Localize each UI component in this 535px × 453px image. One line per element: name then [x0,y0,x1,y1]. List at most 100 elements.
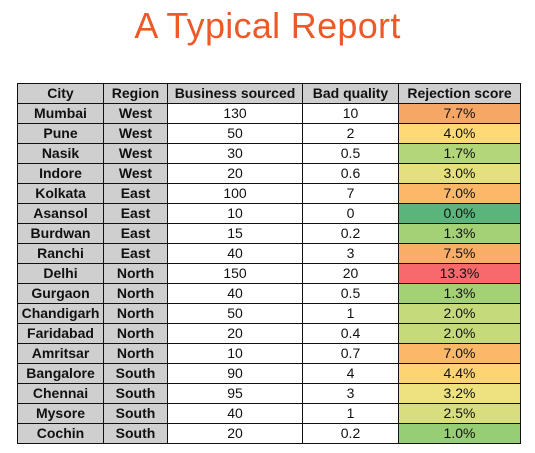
cell-bad-quality: 0 [302,203,399,224]
cell-rejection-score: 7.7% [398,103,521,124]
cell-region: South [103,383,168,404]
cell-bad-quality: 3 [302,383,399,404]
cell-city: Bangalore [17,363,104,384]
cell-bad-quality: 1 [302,403,399,424]
cell-bad-quality: 1 [302,303,399,324]
cell-rejection-score: 1.3% [398,223,521,244]
cell-rejection-score: 7.5% [398,243,521,264]
cell-rejection-score: 1.0% [398,423,521,444]
cell-region: North [103,343,168,364]
table-row: Asansol East 10 0 0.0% [17,203,521,224]
cell-rejection-score: 1.7% [398,143,521,164]
table-row: Chennai South 95 3 3.2% [17,383,521,404]
cell-business-sourced: 15 [167,223,303,244]
header-row: City Region Business sourced Bad quality… [17,83,521,104]
cell-region: East [103,183,168,204]
table-row: Delhi North 150 20 13.3% [17,263,521,284]
cell-city: Ranchi [17,243,104,264]
table-row: Chandigarh North 50 1 2.0% [17,303,521,324]
cell-bad-quality: 4 [302,363,399,384]
cell-bad-quality: 2 [302,123,399,144]
cell-bad-quality: 0.4 [302,323,399,344]
cell-region: West [103,123,168,144]
cell-city: Nasik [17,143,104,164]
cell-rejection-score: 3.0% [398,163,521,184]
table-row: Cochin South 20 0.2 1.0% [17,423,521,444]
header-rejection-score: Rejection score [398,83,521,104]
cell-region: South [103,403,168,424]
table-row: Nasik West 30 0.5 1.7% [17,143,521,164]
table-row: Burdwan East 15 0.2 1.3% [17,223,521,244]
report-table: City Region Business sourced Bad quality… [17,83,521,444]
table-row: Kolkata East 100 7 7.0% [17,183,521,204]
cell-region: East [103,243,168,264]
cell-city: Mumbai [17,103,104,124]
cell-rejection-score: 0.0% [398,203,521,224]
header-city: City [17,83,104,104]
cell-rejection-score: 1.3% [398,283,521,304]
cell-rejection-score: 4.4% [398,363,521,384]
cell-business-sourced: 30 [167,143,303,164]
cell-business-sourced: 40 [167,243,303,264]
cell-business-sourced: 95 [167,383,303,404]
cell-business-sourced: 150 [167,263,303,284]
cell-rejection-score: 2.0% [398,303,521,324]
cell-city: Indore [17,163,104,184]
cell-city: Pune [17,123,104,144]
cell-bad-quality: 0.2 [302,423,399,444]
cell-city: Amritsar [17,343,104,364]
cell-city: Mysore [17,403,104,424]
table-row: Mumbai West 130 10 7.7% [17,103,521,124]
cell-region: East [103,223,168,244]
cell-bad-quality: 10 [302,103,399,124]
cell-business-sourced: 10 [167,203,303,224]
cell-region: North [103,323,168,344]
cell-rejection-score: 4.0% [398,123,521,144]
header-bad-quality: Bad quality [302,83,399,104]
cell-rejection-score: 2.0% [398,323,521,344]
table-row: Mysore South 40 1 2.5% [17,403,521,424]
header-business-sourced: Business sourced [167,83,303,104]
cell-bad-quality: 20 [302,263,399,284]
page-title: A Typical Report [134,5,401,46]
cell-region: South [103,423,168,444]
table-row: Ranchi East 40 3 7.5% [17,243,521,264]
cell-region: North [103,263,168,284]
cell-business-sourced: 20 [167,163,303,184]
cell-region: East [103,203,168,224]
cell-business-sourced: 90 [167,363,303,384]
cell-city: Chandigarh [17,303,104,324]
cell-bad-quality: 0.2 [302,223,399,244]
cell-bad-quality: 0.7 [302,343,399,364]
cell-business-sourced: 50 [167,303,303,324]
cell-business-sourced: 130 [167,103,303,124]
cell-business-sourced: 40 [167,403,303,424]
cell-business-sourced: 40 [167,283,303,304]
cell-city: Delhi [17,263,104,284]
cell-bad-quality: 0.5 [302,283,399,304]
table-row: Faridabad North 20 0.4 2.0% [17,323,521,344]
cell-business-sourced: 20 [167,323,303,344]
table-row: Indore West 20 0.6 3.0% [17,163,521,184]
cell-city: Kolkata [17,183,104,204]
cell-region: North [103,283,168,304]
cell-rejection-score: 13.3% [398,263,521,284]
cell-region: North [103,303,168,324]
cell-business-sourced: 50 [167,123,303,144]
cell-city: Chennai [17,383,104,404]
cell-region: West [103,163,168,184]
table-row: Bangalore South 90 4 4.4% [17,363,521,384]
cell-region: West [103,143,168,164]
cell-business-sourced: 100 [167,183,303,204]
cell-region: South [103,363,168,384]
cell-bad-quality: 3 [302,243,399,264]
table-row: Amritsar North 10 0.7 7.0% [17,343,521,364]
cell-bad-quality: 7 [302,183,399,204]
cell-city: Asansol [17,203,104,224]
report-body: Mumbai West 130 10 7.7% Pune West 50 2 4.0% Nasik W… [17,103,521,444]
table-row: Gurgaon North 40 0.5 1.3% [17,283,521,304]
cell-rejection-score: 7.0% [398,183,521,204]
cell-business-sourced: 10 [167,343,303,364]
cell-city: Burdwan [17,223,104,244]
cell-rejection-score: 7.0% [398,343,521,364]
